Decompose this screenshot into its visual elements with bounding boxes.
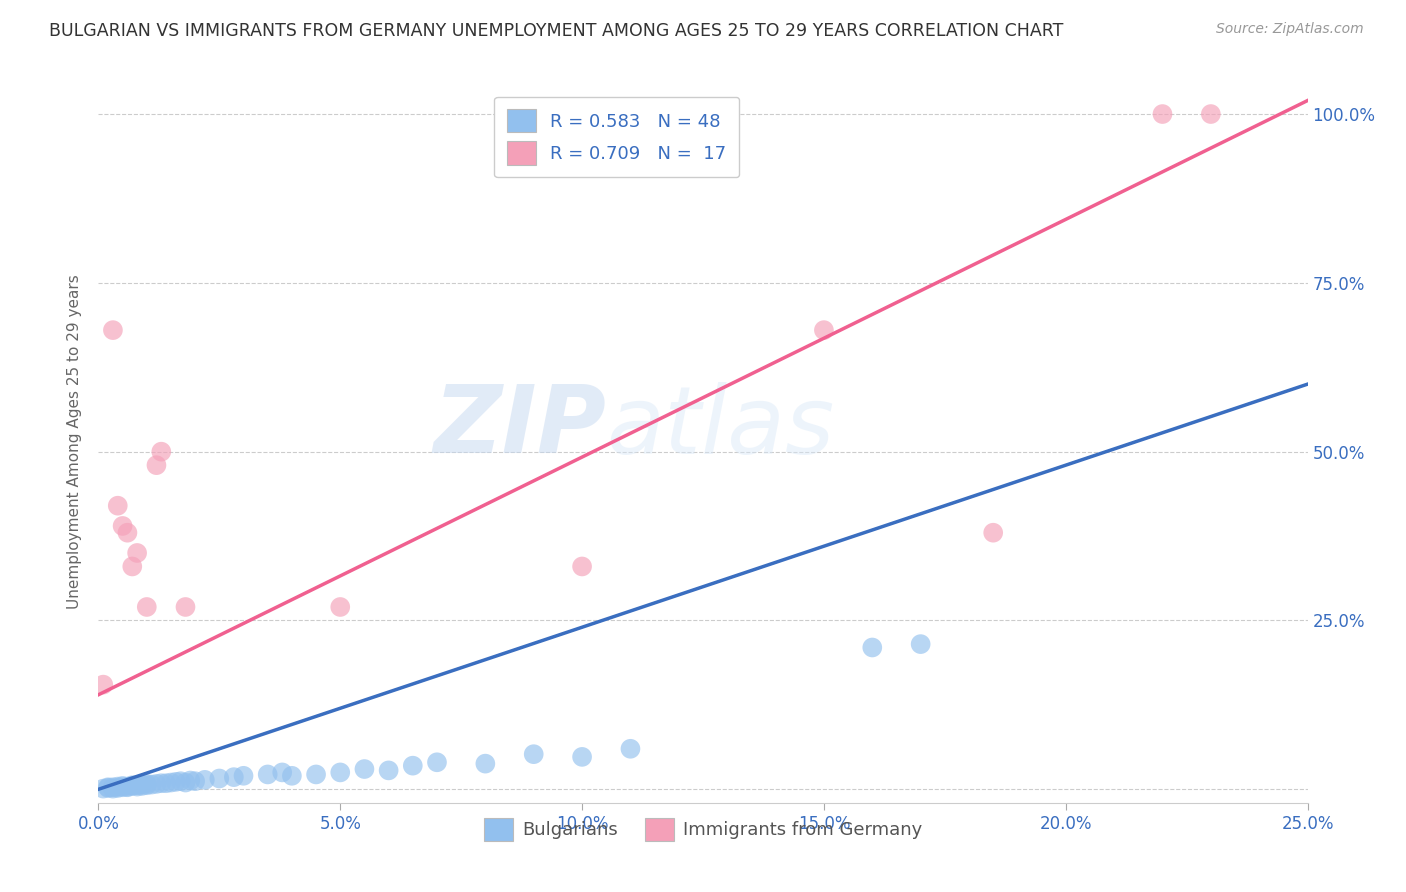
Point (571, 559, 593, 574)
Point (145, 458, 167, 472)
Point (131, 778, 153, 792)
Point (1199, 107, 1222, 121)
Point (141, 778, 163, 792)
Legend: Bulgarians, Immigrants from Germany: Bulgarians, Immigrants from Germany (477, 810, 929, 848)
Y-axis label: Unemployment Among Ages 25 to 29 years: Unemployment Among Ages 25 to 29 years (67, 274, 83, 609)
Point (523, 747, 546, 761)
Point (222, 770, 245, 784)
Point (150, 444, 173, 458)
Point (117, 780, 139, 794)
Point (281, 769, 304, 783)
Point (474, 756, 496, 771)
Point (111, 519, 134, 533)
Point (271, 765, 294, 780)
Point (135, 778, 157, 792)
Point (101, 323, 124, 337)
Point (256, 767, 278, 781)
Point (145, 777, 167, 791)
Point (135, 777, 157, 791)
Point (107, 780, 129, 794)
Point (117, 525, 139, 540)
Point (101, 780, 124, 795)
Point (194, 772, 217, 787)
Point (127, 780, 149, 794)
Point (426, 756, 449, 770)
Text: ZIP: ZIP (433, 381, 606, 473)
Point (179, 773, 201, 788)
Point (155, 776, 177, 790)
Point (208, 772, 231, 786)
Point (910, 637, 932, 651)
Point (174, 599, 197, 614)
Point (111, 780, 134, 795)
Point (305, 767, 328, 781)
Point (121, 778, 143, 792)
Point (121, 779, 143, 793)
Point (981, 525, 1004, 540)
Point (184, 774, 207, 789)
Point (150, 776, 173, 790)
Point (160, 775, 183, 789)
Text: atlas: atlas (606, 382, 835, 473)
Point (377, 764, 399, 778)
Point (127, 546, 149, 560)
Text: Source: ZipAtlas.com: Source: ZipAtlas.com (1216, 22, 1364, 37)
Point (329, 599, 352, 614)
Point (101, 781, 124, 796)
Point (135, 599, 157, 614)
Text: BULGARIAN VS IMMIGRANTS FROM GERMANY UNEMPLOYMENT AMONG AGES 25 TO 29 YEARS CORR: BULGARIAN VS IMMIGRANTS FROM GERMANY UNE… (49, 22, 1063, 40)
Point (165, 775, 187, 789)
Point (131, 779, 153, 793)
Point (329, 765, 352, 780)
Point (117, 780, 139, 795)
Point (1152, 107, 1174, 121)
Point (169, 774, 191, 789)
Point (232, 769, 254, 783)
Point (402, 758, 425, 772)
Point (97, 780, 120, 795)
Point (107, 499, 129, 513)
Point (127, 778, 149, 792)
Point (91, 678, 114, 692)
Point (121, 559, 143, 574)
Point (97, 780, 120, 795)
Point (111, 779, 134, 793)
Point (353, 762, 375, 776)
Point (571, 750, 593, 764)
Point (619, 741, 641, 756)
Point (91, 781, 114, 796)
Point (174, 775, 197, 789)
Point (860, 640, 883, 655)
Point (107, 780, 129, 795)
Point (813, 323, 835, 337)
